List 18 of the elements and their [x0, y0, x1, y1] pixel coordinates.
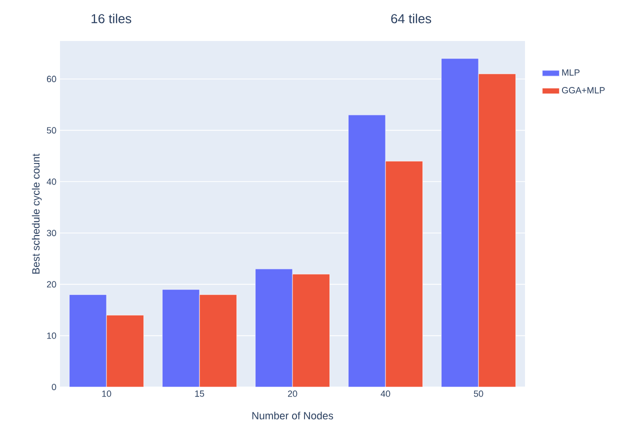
x-tick-label: 40 [380, 390, 390, 397]
y-tick-label: 30 [46, 230, 56, 236]
x-tick-label: 10 [102, 390, 112, 397]
y-axis-title: Best schedule cycle count [32, 154, 42, 274]
x-axis-title: Number of Nodes [252, 412, 334, 420]
x-tick-label: 15 [195, 390, 204, 397]
text: 16 tiles [92, 14, 132, 24]
text: 64 tiles [391, 14, 432, 24]
y-tick-label: 50 [46, 127, 56, 134]
y-tick-label: 40 [46, 178, 56, 185]
y-tick-label: 20 [46, 281, 56, 288]
legend-label: GGA+MLP [562, 87, 605, 94]
x-tick-label: 50 [474, 390, 484, 397]
y-tick-label: 10 [47, 332, 56, 339]
y-tick-label: 0 [52, 384, 56, 390]
y-tick-label: 60 [46, 76, 56, 82]
legend-label: MLP [562, 69, 580, 76]
x-tick-label: 20 [288, 390, 298, 397]
